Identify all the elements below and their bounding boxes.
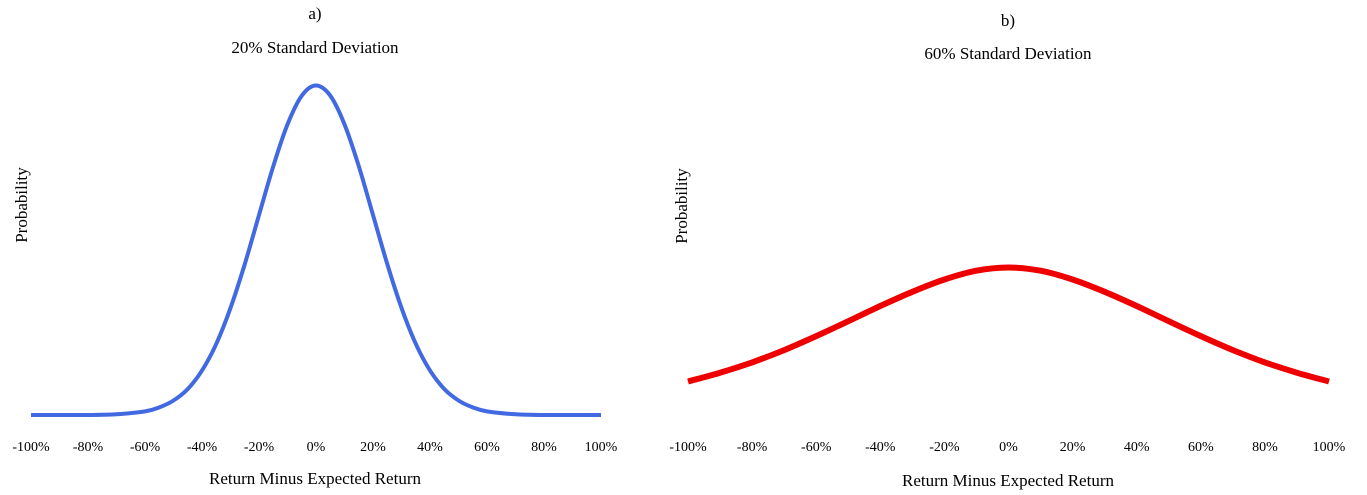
chart-a-ylabel: Probability xyxy=(12,167,31,243)
chart-a-series-line-0 xyxy=(31,83,601,418)
chart-b-xtick-label: -100% xyxy=(669,440,707,455)
chart-b-series-line-0 xyxy=(687,264,1330,385)
chart-b-xtick-label: -80% xyxy=(737,440,768,455)
chart-a-xtick-label: 40% xyxy=(417,440,443,455)
chart-b-xtick-label: 60% xyxy=(1188,440,1214,455)
chart-a-xlabel: Return Minus Expected Return xyxy=(209,469,421,488)
chart-a-xtick-label: 60% xyxy=(474,440,500,455)
chart-a-xtick-label: 80% xyxy=(531,440,557,455)
chart-a-xtick-label: 0% xyxy=(307,440,326,455)
chart-b-xtick-label: 80% xyxy=(1252,440,1278,455)
chart-b-xtick-label: -20% xyxy=(929,440,960,455)
chart-b-title: 60% Standard Deviation xyxy=(924,44,1092,63)
chart-panel-a: a) 20% Standard Deviation Probability -100%… xyxy=(0,0,640,495)
chart-b-ylabel: Probability xyxy=(672,168,691,244)
chart-b-svg: b) 60% Standard Deviation Probability -100%… xyxy=(669,11,1346,490)
chart-a-svg: a) 20% Standard Deviation Probability -100%… xyxy=(12,4,618,488)
chart-b-xtick-label: 20% xyxy=(1060,440,1086,455)
chart-b-xtick-label: -40% xyxy=(865,440,896,455)
chart-b-xtick-label: 0% xyxy=(999,440,1018,455)
chart-a-xtick-label: -80% xyxy=(73,440,104,455)
chart-b-xlabel: Return Minus Expected Return xyxy=(902,471,1114,490)
chart-a-xtick-label: -40% xyxy=(187,440,218,455)
chart-a-xtick-label: 100% xyxy=(585,440,618,455)
chart-a-xtick-label: -60% xyxy=(130,440,161,455)
chart-panel-b: b) 60% Standard Deviation Probability -100%… xyxy=(655,0,1367,495)
chart-b-xtick-label: -60% xyxy=(801,440,832,455)
chart-b-panel-label: b) xyxy=(1001,11,1015,30)
chart-a-panel-label: a) xyxy=(308,4,321,23)
chart-a-title: 20% Standard Deviation xyxy=(231,38,399,57)
chart-a-xtick-label: 20% xyxy=(360,440,386,455)
chart-a-xtick-label: -20% xyxy=(244,440,275,455)
chart-b-xtick-label: 100% xyxy=(1313,440,1346,455)
chart-b-xtick-label: 40% xyxy=(1124,440,1150,455)
chart-a-xtick-label: -100% xyxy=(12,440,50,455)
